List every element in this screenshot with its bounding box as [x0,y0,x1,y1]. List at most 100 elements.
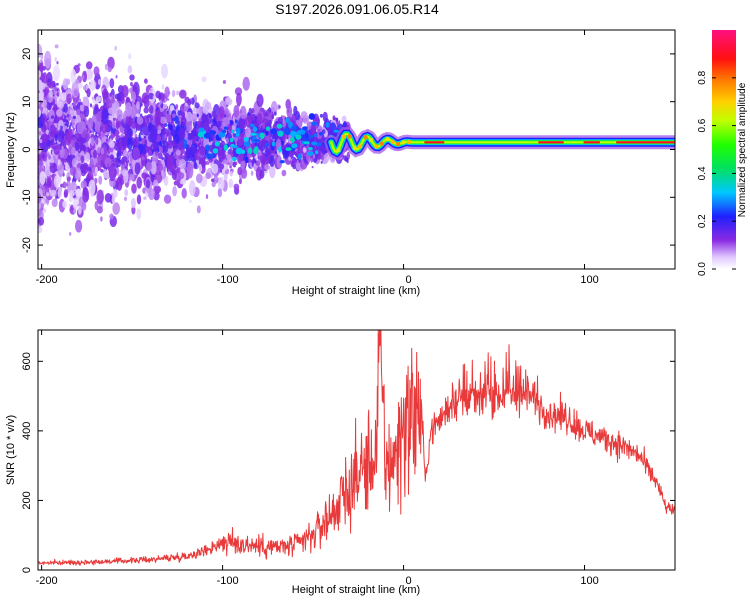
spectrogram-noise-blob [68,195,74,203]
spectrogram-noise-blob [107,66,112,73]
spectrogram-noise-blob [90,137,95,147]
spectrogram-noise-blob [38,192,42,204]
spectrogram-noise-blob [72,199,79,210]
spectrogram-noise-blob [222,80,226,84]
spectrogram-noise-blob [104,157,112,167]
spectrogram-noise-blob [49,89,53,98]
spectrogram-noise-blob [219,163,225,170]
spectrogram-noise-blob [218,149,224,163]
spectrogram-cluster-blob [243,136,249,142]
spectrogram-noise-blob [150,126,158,144]
spectrogram-noise-blob [218,106,225,119]
snr-y-tick-label: 400 [21,422,33,440]
spectrogram-noise-blob [116,109,123,121]
spectrogram-noise-blob [66,176,71,182]
spectrogram-noise-blob [211,163,219,175]
spectrogram-cluster-blob [308,134,315,138]
spectrogram-cluster-blob [249,123,255,128]
spectrogram-noise-blob [39,59,42,63]
spectrogram-carrier-knot [368,137,374,143]
spectrogram-noise-blob [134,101,137,105]
spectrogram-cluster-blob [318,132,324,136]
spectrogram-noise-blob [77,82,83,89]
spectrogram-noise-blob [149,88,152,92]
spectrogram-noise-blob [87,69,94,80]
spectrogram-noise-blob [157,163,164,172]
spectrogram-noise-blob [178,158,187,170]
spectrogram-noise-blob [286,105,293,118]
spectrogram-noise-blob [78,136,82,140]
spectrogram-cluster-blob [314,133,318,138]
spectrogram-cluster-blob [198,127,205,132]
spectrogram-noise-blob [100,168,104,173]
spectrogram-noise-blob [141,172,148,179]
spectrogram-noise-blob [161,63,168,79]
spectrogram-cluster-blob [235,147,243,155]
spectrogram-noise-blob [95,131,98,137]
spectrogram-noise-blob [163,166,166,173]
spectrogram-noise-blob [45,129,49,136]
spectrogram-carrier-knot [390,139,395,145]
spectrogram-noise-blob [81,75,85,80]
spectrogram-noise-blob [142,115,149,127]
spectrogram-noise-blob [73,208,77,214]
spectrogram-noise-blob [54,193,57,197]
spectrogram-noise-blob [196,123,200,129]
spectrogram-cluster-blob [316,142,322,147]
spectrogram-noise-blob [129,74,135,81]
spectrogram-noise-blob [169,124,173,131]
spectrogram-noise-blob [85,61,93,70]
spectrogram-cluster-blob [229,137,234,143]
spectrogram-cluster-blob [253,147,259,155]
spectrogram-carrier-knot [341,134,346,139]
spectrogram-noise-blob [162,103,168,110]
spectrogram-noise-blob [143,196,147,200]
spectrogram-noise-blob [177,110,182,116]
spectrogram-noise-blob [311,165,314,169]
spectrogram-noise-blob [241,168,248,179]
spectrogram-cluster-blob [311,121,318,126]
spectrogram-noise-blob [109,92,112,97]
spectrogram-noise-blob [100,147,105,155]
spectrogram-noise-blob [146,161,153,172]
spectrogram-noise-blob [237,167,243,176]
spectrogram-noise-blob [234,87,243,96]
spectrogram-noise-blob [129,173,135,181]
spectrogram-noise-blob [155,115,161,124]
spectrogram-noise-blob [144,139,148,146]
spectrogram-noise-blob [271,134,275,140]
spectrogram-noise-blob [153,185,159,193]
spectrogram-noise-blob [175,104,179,110]
spectrogram-noise-blob [93,66,100,76]
spectrogram-noise-blob [242,76,250,91]
spectrogram-noise-blob [193,162,198,170]
spectrogram-noise-blob [169,104,175,111]
spectrogram-noise-blob [62,200,68,208]
spectrogram-noise-blob [38,153,42,161]
spectrogram-noise-blob [54,86,57,92]
spectrogram-noise-blob [271,107,275,112]
spectrogram-noise-blob [256,159,261,166]
spectrogram-noise-blob [229,170,233,177]
spectrogram-cluster-blob [223,126,229,130]
spectrogram-noise-blob [77,205,82,215]
spectrogram-noise-blob [293,105,298,116]
spectrogram-noise-blob [81,201,87,211]
spectrogram-noise-blob [62,107,66,112]
spectrogram-noise-blob [162,140,169,153]
spectrogram-noise-blob [127,65,133,74]
spectrogram-noise-blob [54,44,59,49]
spectrogram-noise-blob [115,165,119,168]
spectrogram-noise-blob [42,99,47,108]
spectrogram-noise-blob [44,157,47,162]
spectrogram-noise-blob [268,107,271,114]
spectrogram-noise-blob [171,169,177,181]
spectrogram-noise-blob [109,178,116,188]
spectrogram-noise-blob [98,132,102,136]
spectrogram-noise-blob [240,129,243,133]
spectrogram-noise-blob [56,91,60,97]
spectrogram-noise-blob [161,84,165,90]
colorbar-tick-label: 0.8 [697,70,708,84]
spectrogram-y-tick-label: -10 [21,189,33,205]
spectrogram-noise-blob [56,82,59,86]
